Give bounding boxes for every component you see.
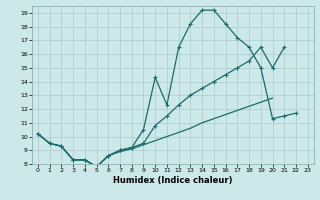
X-axis label: Humidex (Indice chaleur): Humidex (Indice chaleur) — [113, 176, 233, 185]
